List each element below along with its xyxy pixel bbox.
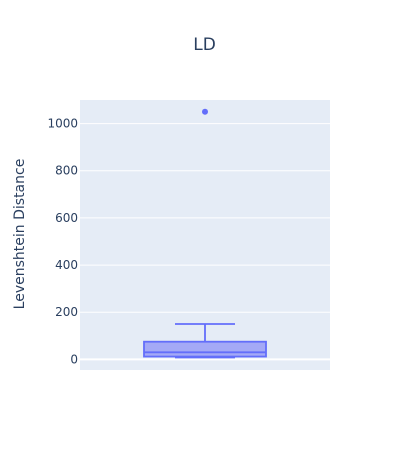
y-tick-label: 800: [55, 164, 78, 178]
y-tick-label: 400: [55, 258, 78, 272]
y-tick-label: 0: [70, 352, 78, 366]
grid-lines: [80, 123, 330, 361]
chart-title: LD: [193, 35, 216, 55]
y-axis-label: Levenshtein Distance: [12, 159, 28, 310]
y-axis-ticks: 0 200 400 600 800 1000: [47, 117, 78, 367]
box-marks: [143, 108, 267, 359]
y-tick-label: 1000: [47, 117, 78, 131]
outlier-point: [202, 108, 208, 115]
y-tick-label: 600: [55, 211, 78, 225]
y-tick-label: 200: [55, 305, 78, 319]
interquartile-box: [143, 340, 267, 358]
